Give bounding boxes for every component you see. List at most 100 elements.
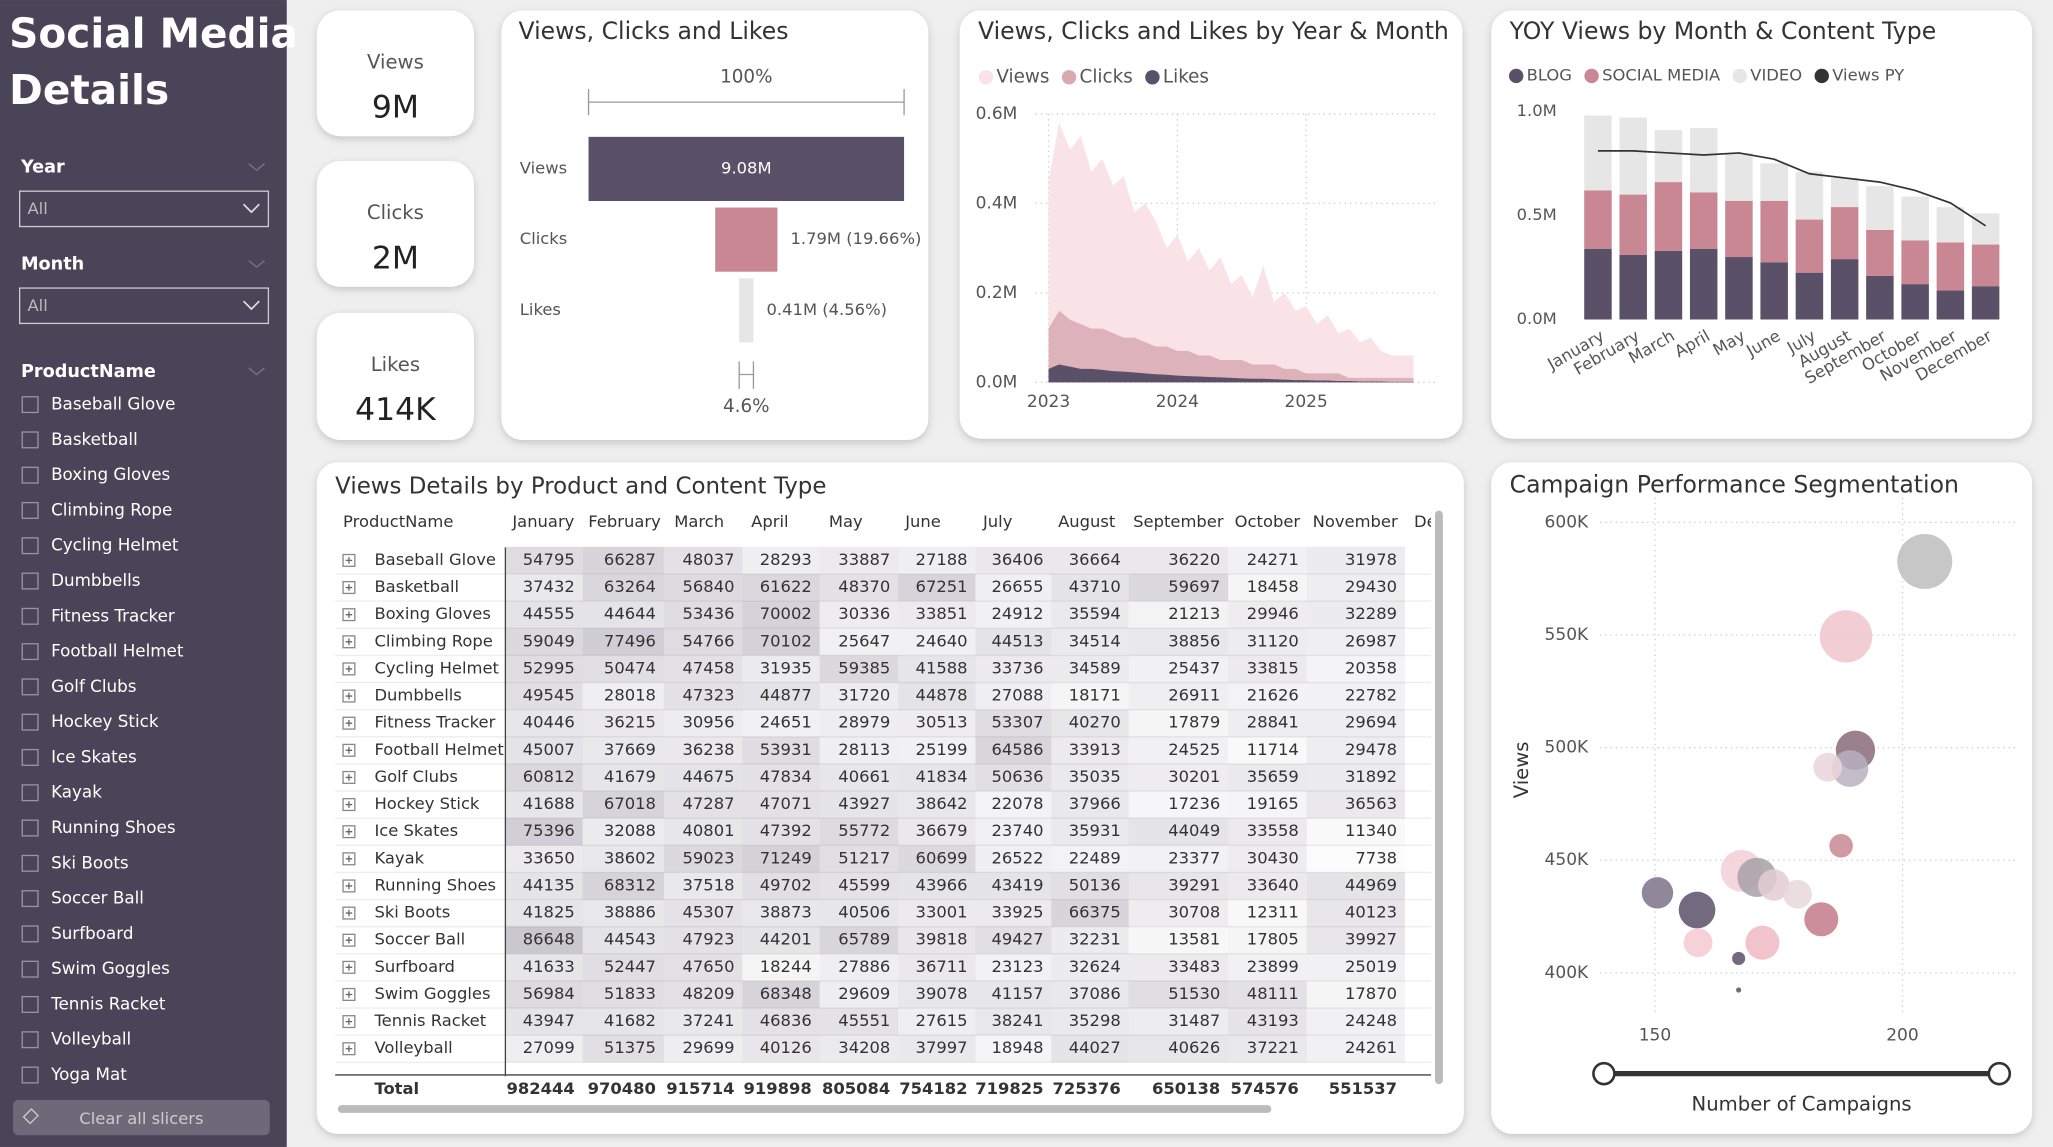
area <box>1048 364 1414 383</box>
heat-cell <box>742 573 820 602</box>
checkbox[interactable] <box>21 1031 39 1049</box>
bar-segment <box>1689 192 1718 249</box>
slicer-item[interactable]: Soccer Ball <box>51 888 144 908</box>
scrollbar[interactable] <box>1435 510 1443 1085</box>
checkbox[interactable] <box>21 607 39 625</box>
expand-icon[interactable] <box>342 635 356 649</box>
expand-icon[interactable] <box>342 852 356 866</box>
expand-icon[interactable] <box>342 987 356 1002</box>
expand-icon[interactable] <box>342 662 356 676</box>
slicer-item[interactable]: Football Helmet <box>51 641 184 661</box>
expand-icon[interactable] <box>342 743 356 757</box>
checkbox[interactable] <box>21 572 39 590</box>
checkbox[interactable] <box>21 925 39 943</box>
expand-icon[interactable] <box>342 1042 356 1056</box>
expand-icon[interactable] <box>342 689 356 703</box>
checkbox[interactable] <box>21 643 39 661</box>
checkbox[interactable] <box>21 431 39 449</box>
column-header: September <box>1133 512 1224 531</box>
cell: 64586 <box>991 740 1043 759</box>
slicer-item[interactable]: Volleyball <box>51 1029 131 1049</box>
slicer-item[interactable]: Ski Boots <box>51 852 129 872</box>
heat-cell <box>975 899 1052 927</box>
slicer-item[interactable]: Basketball <box>51 429 138 449</box>
scrollbar[interactable] <box>337 1105 1272 1113</box>
slicer-item[interactable]: Golf Clubs <box>51 676 136 696</box>
heat-cell <box>1051 791 1129 819</box>
slicer-item[interactable]: Ice Skates <box>51 746 137 766</box>
expand-icon[interactable] <box>342 960 356 974</box>
expand-icon[interactable] <box>342 608 356 622</box>
slider-handle[interactable] <box>1592 1061 1616 1086</box>
slider-handle[interactable] <box>1987 1061 2012 1086</box>
slicer-item[interactable]: Swim Goggles <box>51 958 170 978</box>
checkbox[interactable] <box>21 501 39 519</box>
slicer-item[interactable]: Cycling Helmet <box>51 535 179 555</box>
cell: 33558 <box>1247 821 1299 840</box>
heat-cell <box>505 926 583 954</box>
checkbox[interactable] <box>21 890 39 908</box>
checkbox[interactable] <box>21 854 39 872</box>
checkbox[interactable] <box>21 537 39 555</box>
card-panel <box>316 312 474 440</box>
expand-icon[interactable] <box>342 1015 356 1029</box>
checkbox[interactable] <box>21 466 39 484</box>
area <box>1048 122 1414 383</box>
checkbox[interactable] <box>21 784 39 802</box>
cell: 32088 <box>604 821 656 840</box>
slicer-item[interactable]: Tennis Racket <box>50 993 166 1013</box>
slicer-item[interactable]: Hockey Stick <box>51 711 159 731</box>
dropdown[interactable] <box>18 287 270 325</box>
x-tick-label: 200 <box>1886 1026 1918 1046</box>
slicer-item[interactable]: Boxing Gloves <box>51 464 170 484</box>
dropdown[interactable] <box>18 190 270 228</box>
checkbox[interactable] <box>21 678 39 696</box>
slicer-item[interactable]: Kayak <box>51 782 102 802</box>
slicer-item[interactable]: Yoga Mat <box>50 1064 127 1084</box>
checkbox[interactable] <box>21 713 39 731</box>
cell: 12311 <box>1247 903 1299 922</box>
checkbox[interactable] <box>21 1066 39 1084</box>
checkbox[interactable] <box>21 819 39 837</box>
checkbox[interactable] <box>21 748 39 766</box>
cell: 68312 <box>604 875 656 894</box>
slicer-item[interactable]: Baseball Glove <box>51 394 175 414</box>
clear-button-label[interactable]: Clear all slicers <box>79 1109 203 1128</box>
slicer-item[interactable]: Fitness Tracker <box>51 605 175 625</box>
checkbox[interactable] <box>21 396 39 414</box>
heat-cell <box>1128 791 1229 819</box>
expand-icon[interactable] <box>342 906 356 920</box>
total-cell: 805084 <box>822 1079 890 1098</box>
slicer-item[interactable]: Surfboard <box>51 923 133 943</box>
row-label: Boxing Gloves <box>374 604 490 623</box>
heat-cell <box>1228 655 1307 683</box>
checkbox[interactable] <box>21 960 39 978</box>
expand-icon[interactable] <box>342 825 356 839</box>
expand-icon[interactable] <box>342 879 356 893</box>
checkbox[interactable] <box>21 995 39 1013</box>
bar-segment <box>1795 219 1824 273</box>
heat-cell <box>1306 736 1405 764</box>
expand-icon[interactable] <box>342 553 356 567</box>
expand-icon[interactable] <box>342 716 356 730</box>
heat-cell <box>975 601 1052 629</box>
cell: 34514 <box>1069 631 1121 650</box>
expand-icon[interactable] <box>342 770 356 784</box>
slicer-item[interactable]: Dumbbells <box>51 570 140 590</box>
row-label: Cycling Helmet <box>374 658 499 677</box>
bar-segment <box>1654 250 1683 320</box>
expand-icon[interactable] <box>342 798 356 812</box>
line <box>1597 150 1987 227</box>
slicer-item[interactable]: Running Shoes <box>51 817 176 837</box>
slicer-item[interactable]: Climbing Rope <box>51 499 172 519</box>
cell: 32289 <box>1345 604 1397 623</box>
slicer-label: Year <box>20 158 65 178</box>
clear-button[interactable] <box>13 1099 270 1136</box>
heat-cell <box>663 845 743 873</box>
heat-cell <box>1228 1008 1307 1036</box>
expand-icon[interactable] <box>342 580 356 595</box>
expand-icon[interactable] <box>342 933 356 947</box>
cell: 48111 <box>1247 984 1299 1003</box>
heat-cell <box>819 1035 899 1063</box>
cell: 21213 <box>1168 604 1220 623</box>
